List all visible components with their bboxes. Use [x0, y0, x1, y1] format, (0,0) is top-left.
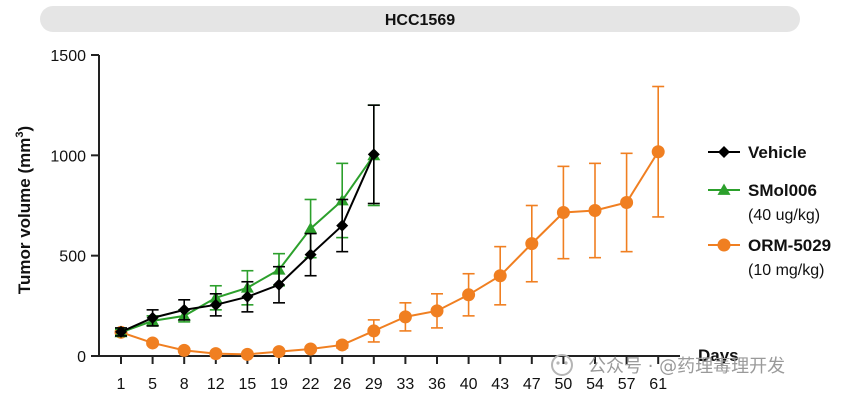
data-point	[493, 269, 507, 283]
x-tick-label: 36	[428, 376, 446, 393]
x-ticks: 1 5 8 12 15 19 22 26 29 33 36 40 43 47 50 54 57 61	[117, 356, 667, 393]
data-point	[273, 278, 285, 291]
data-point	[430, 304, 444, 318]
data-point	[367, 148, 380, 161]
data-point	[304, 342, 318, 356]
wechat-icon-eye-left	[556, 361, 560, 365]
data-point	[588, 204, 602, 218]
legend-label: Vehicle	[748, 143, 807, 162]
x-tick-label: 40	[460, 376, 478, 393]
y-tick-label: 0	[77, 349, 86, 366]
watermark: 公众号 · @药理毒理开发	[551, 354, 785, 377]
data-point	[272, 345, 286, 359]
data-point	[304, 222, 318, 234]
x-tick-label: 47	[523, 376, 541, 393]
y-tick-label: 500	[59, 249, 86, 266]
data-point	[146, 311, 159, 324]
data-point	[240, 347, 254, 361]
data-point	[304, 248, 317, 261]
data-point	[178, 303, 191, 316]
x-tick-label: 1	[117, 376, 126, 393]
x-tick-label: 5	[148, 376, 157, 393]
x-tick-label: 43	[491, 376, 509, 393]
wechat-icon-eye-right	[564, 361, 568, 365]
watermark-text: 公众号 · @药理毒理开发	[588, 356, 785, 377]
data-point	[336, 219, 349, 232]
data-point	[209, 298, 222, 311]
chart-title: HCC1569	[385, 12, 455, 29]
x-tick-label: 19	[270, 376, 288, 393]
data-point	[241, 290, 254, 303]
x-tick-label: 15	[239, 376, 257, 393]
series-orm-5029	[114, 85, 665, 361]
x-tick-label: 61	[649, 376, 667, 393]
series-line	[120, 151, 660, 356]
x-tick-label: 12	[207, 376, 225, 393]
y-tick-label: 1000	[50, 148, 86, 165]
legend: Vehicle SMol006 (40 ug/kg) ORM-5029 (10 mg/k…	[708, 143, 831, 279]
data-point	[367, 324, 381, 338]
x-tick-label: 22	[302, 376, 320, 393]
x-tick-label: 50	[555, 376, 573, 393]
x-tick-label: 57	[618, 376, 636, 393]
series-vehicle	[115, 104, 380, 338]
series-layer	[114, 85, 665, 361]
x-tick-label: 33	[397, 376, 415, 393]
title-bar	[40, 6, 800, 32]
legend-sublabel: (10 mg/kg)	[748, 262, 824, 279]
x-tick-label: 29	[365, 376, 383, 393]
data-point	[398, 310, 412, 324]
data-point	[209, 347, 223, 361]
x-tick-label: 54	[586, 376, 604, 393]
data-point	[620, 195, 634, 209]
legend-marker	[717, 238, 731, 252]
data-point	[525, 237, 539, 251]
data-point	[651, 145, 665, 159]
wechat-icon	[551, 354, 573, 376]
data-point	[177, 343, 191, 357]
x-tick-label: 26	[333, 376, 351, 393]
data-point	[146, 336, 160, 350]
legend-marker	[718, 146, 730, 158]
legend-marker	[717, 183, 731, 195]
data-point	[115, 325, 127, 338]
y-tick-label: 1500	[50, 48, 86, 65]
data-point	[462, 288, 476, 302]
y-ticks: 0 500 1000 1500	[50, 48, 99, 366]
x-axis-title: Days	[698, 346, 739, 365]
data-point	[335, 338, 349, 352]
legend-label: ORM-5029	[748, 236, 831, 255]
data-point	[556, 206, 570, 220]
y-axis-title: Tumor volume (mm3)	[14, 126, 34, 294]
legend-label: SMol006	[748, 181, 817, 200]
x-tick-label: 8	[180, 376, 189, 393]
legend-sublabel: (40 ug/kg)	[748, 207, 820, 224]
